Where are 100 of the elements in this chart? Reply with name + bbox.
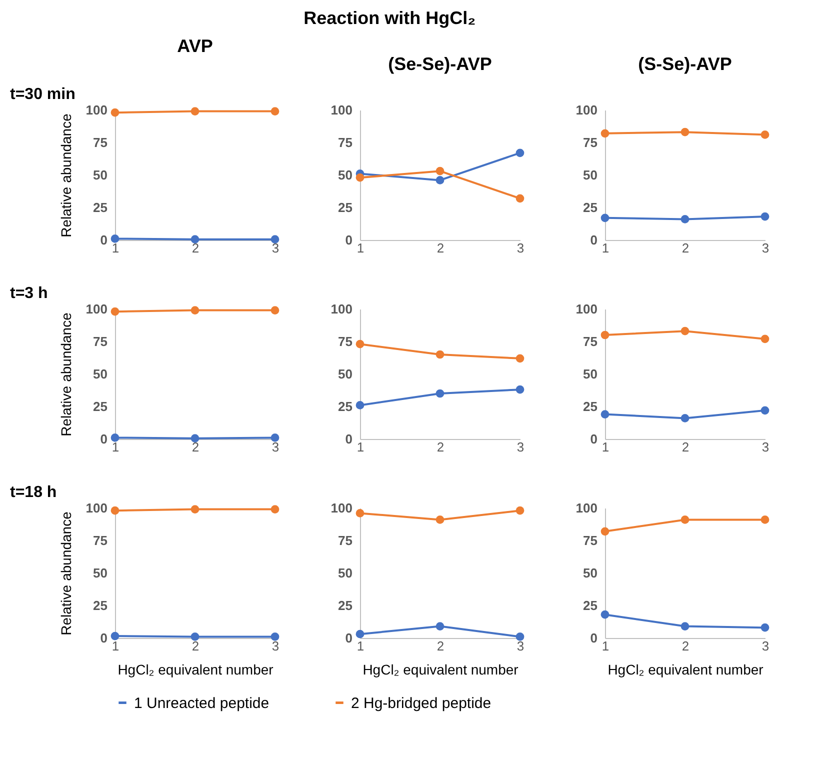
chart-title: (Se-Se)-AVP xyxy=(388,54,492,74)
point xyxy=(600,330,610,340)
point xyxy=(680,215,690,224)
x-tick-label: 3 xyxy=(272,440,280,454)
y-tick-label: 75 xyxy=(338,334,352,349)
chart-title: (S-Se)-AVP xyxy=(638,54,732,74)
y-tick-label: 0 xyxy=(100,232,108,248)
x-tick-label: 1 xyxy=(112,440,120,454)
y-tick-label: 0 xyxy=(590,232,598,248)
point xyxy=(356,173,364,182)
y-tick-label: 0 xyxy=(590,630,598,646)
legend-label: 1 Unreacted peptide xyxy=(134,694,270,712)
point xyxy=(270,632,280,641)
point xyxy=(190,107,200,116)
y-tick-label: 25 xyxy=(93,399,108,414)
point xyxy=(516,148,524,158)
point xyxy=(110,108,120,117)
point xyxy=(760,516,770,524)
point xyxy=(600,527,610,536)
x-tick-label: 2 xyxy=(682,638,690,654)
y-tick-label: 25 xyxy=(338,399,352,414)
point xyxy=(190,306,200,314)
point xyxy=(190,505,200,514)
y-tick-label: 25 xyxy=(583,399,598,414)
y-axis-title: Relative abundance xyxy=(58,312,74,436)
x-tick-label: 3 xyxy=(762,638,770,654)
x-tick-label: 2 xyxy=(682,440,690,454)
y-tick-label: 50 xyxy=(93,366,108,382)
x-tick-label: 2 xyxy=(192,638,200,654)
y-tick-label: 50 xyxy=(338,168,352,182)
y-tick-label: 50 xyxy=(93,168,108,182)
point xyxy=(270,107,280,116)
y-tick-label: 100 xyxy=(86,102,108,118)
x-tick-label: 1 xyxy=(356,440,364,454)
y-tick-label: 75 xyxy=(338,533,352,548)
point xyxy=(680,326,690,336)
point xyxy=(760,406,770,415)
y-tick-label: 25 xyxy=(338,200,352,215)
y-tick-label: 0 xyxy=(345,232,352,248)
y-tick-label: 100 xyxy=(330,102,352,118)
text: t=30 min xyxy=(10,86,76,103)
y-tick-label: 100 xyxy=(86,302,108,316)
point xyxy=(436,516,444,524)
x-tick-label: 2 xyxy=(436,638,444,654)
y-tick-label: 25 xyxy=(583,598,598,613)
point xyxy=(356,509,364,518)
x-tick-label: 2 xyxy=(682,240,690,256)
x-tick-label: 3 xyxy=(516,240,524,256)
x-tick-label: 2 xyxy=(192,440,200,454)
x-axis-title: HgCl₂ equivalent number xyxy=(118,662,274,678)
y-tick-label: 0 xyxy=(590,432,598,446)
text: t=3 h xyxy=(10,285,48,302)
y-tick-label: 100 xyxy=(576,302,598,316)
point xyxy=(680,414,690,422)
y-tick-label: 100 xyxy=(576,102,598,118)
point xyxy=(110,234,120,243)
y-tick-label: 75 xyxy=(93,334,108,349)
x-axis-title: HgCl₂ equivalent number xyxy=(362,662,519,678)
point xyxy=(516,506,524,515)
point xyxy=(600,410,610,418)
point xyxy=(436,622,444,630)
point xyxy=(516,194,524,203)
x-tick-label: 1 xyxy=(356,240,364,256)
point xyxy=(270,434,280,442)
y-tick-label: 50 xyxy=(583,566,598,580)
point xyxy=(680,622,690,630)
point xyxy=(680,128,690,136)
y-tick-label: 75 xyxy=(583,135,598,150)
y-axis-title: Relative abundance xyxy=(58,511,74,636)
point xyxy=(760,623,770,632)
y-tick-label: 50 xyxy=(93,566,108,580)
point xyxy=(436,176,444,184)
y-tick-label: 100 xyxy=(330,302,352,316)
point xyxy=(680,516,690,524)
x-tick-label: 3 xyxy=(516,440,524,454)
x-tick-label: 2 xyxy=(436,440,444,454)
chart-title: AVP xyxy=(177,36,213,56)
y-tick-label: 25 xyxy=(338,598,352,613)
point xyxy=(110,506,120,515)
point xyxy=(436,389,444,398)
y-tick-label: 25 xyxy=(93,598,108,613)
x-tick-label: 3 xyxy=(762,240,770,256)
point xyxy=(356,630,364,638)
y-tick-label: 75 xyxy=(583,334,598,349)
y-tick-label: 0 xyxy=(345,630,352,646)
y-tick-label: 0 xyxy=(345,432,352,446)
point xyxy=(600,129,610,138)
y-axis-title: Relative abundance xyxy=(58,113,74,238)
point xyxy=(436,350,444,359)
point xyxy=(600,610,610,619)
x-tick-label: 3 xyxy=(762,440,770,454)
point xyxy=(356,340,364,348)
y-tick-label: 0 xyxy=(100,432,108,446)
x-tick-label: 3 xyxy=(272,240,280,256)
point xyxy=(760,130,770,139)
y-tick-label: 100 xyxy=(576,500,598,516)
point xyxy=(516,354,524,363)
point xyxy=(760,212,770,221)
point xyxy=(110,632,120,640)
legend-label: 2 Hg-bridged peptide xyxy=(351,694,492,712)
